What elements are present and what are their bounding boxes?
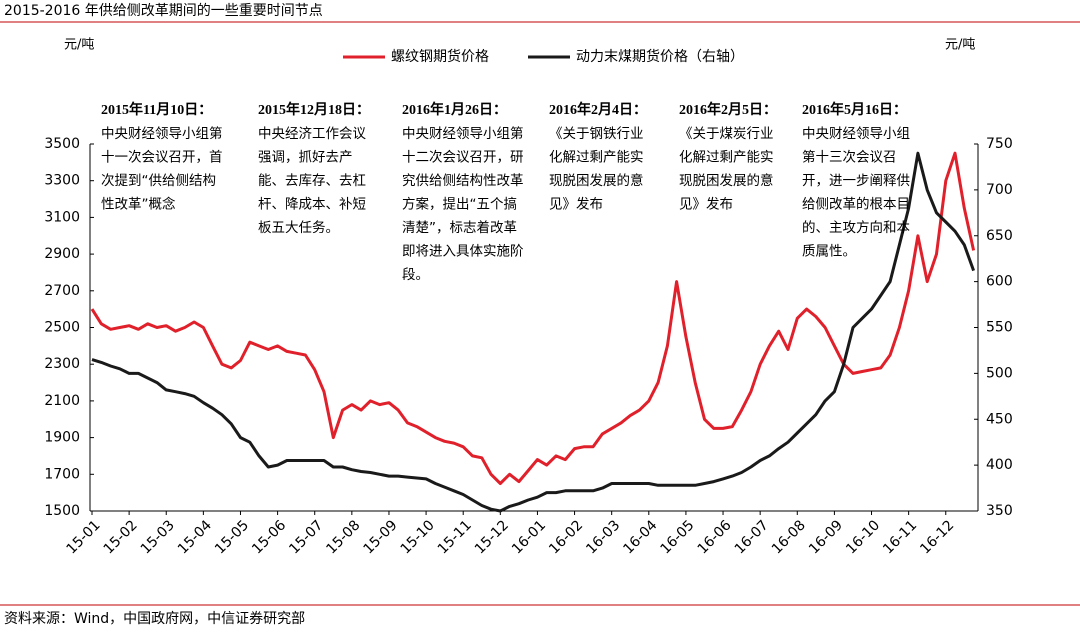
y-tick-label: 3100 — [44, 209, 80, 225]
y2-tick-label: 700 — [986, 182, 1013, 198]
y-tick-label: 1500 — [44, 503, 80, 519]
annotation-text: 方案，提出“五个搞 — [402, 196, 517, 213]
annotation-text: 现脱困发展的意 — [549, 172, 644, 189]
x-tick-label: 15-02 — [101, 517, 141, 557]
y2-tick-label: 600 — [986, 274, 1013, 290]
x-tick-label: 15-08 — [323, 517, 363, 557]
x-tick-label: 16-09 — [806, 517, 846, 557]
annotation-text: 见》发布 — [679, 197, 733, 213]
source: 资料来源：Wind，中国政府网，中信证券研究部 — [4, 611, 305, 627]
annotation-date: 2016年1月26日： — [402, 101, 507, 118]
x-tick-label: 16-01 — [509, 517, 549, 557]
y-tick-label: 2700 — [44, 283, 80, 299]
y2-tick-label: 750 — [986, 136, 1013, 152]
y-tick-label: 1900 — [44, 430, 80, 446]
chart-title: 2015-2016 年供给侧改革期间的一些重要时间节点 — [4, 3, 323, 19]
annotation-text: 化解过剩产能实 — [679, 150, 774, 166]
x-tick-label: 16-02 — [546, 517, 586, 557]
annotation-date: 2015年12月18日： — [258, 101, 370, 118]
annotation-date: 2015年11月10日： — [101, 101, 212, 118]
annotation-text: 板五大任务。 — [258, 220, 339, 236]
annotation-text: 性改革”概念 — [101, 196, 176, 213]
x-tick-label: 16-08 — [769, 517, 809, 557]
annotation-text: 十二次会议召开，研 — [402, 150, 524, 166]
x-tick-label: 16-04 — [620, 517, 660, 557]
annotation-text: 十一次会议召开，首 — [101, 150, 223, 166]
annotation-text: 能、去库存、去杠 — [258, 173, 366, 189]
y-tick-label: 2100 — [44, 393, 80, 409]
annotation-text: 见》发布 — [549, 197, 603, 213]
y2-tick-label: 350 — [986, 503, 1013, 519]
annotation-text: 次提到“供给侧结构 — [101, 173, 216, 189]
annotation-text: 即将进入具体实施阶 — [402, 244, 524, 260]
y2-tick-label: 500 — [986, 365, 1013, 381]
y-tick-label: 3500 — [44, 136, 80, 152]
series-line — [90, 151, 976, 485]
y2-tick-label: 450 — [986, 411, 1013, 427]
y-tick-label: 1700 — [44, 466, 80, 482]
x-tick-label: 16-12 — [917, 517, 957, 557]
x-tick-label: 15-12 — [472, 517, 512, 557]
annotation-text: 化解过剩产能实 — [549, 150, 644, 166]
annotation-text: 究供给侧结构性改革 — [402, 173, 524, 189]
x-tick-label: 15-03 — [138, 517, 178, 557]
y2-tick-label: 650 — [986, 228, 1013, 244]
x-tick-label: 15-10 — [398, 517, 438, 557]
annotation-text: 开，进一步阐释供 — [802, 173, 910, 189]
x-tick-label: 16-03 — [583, 517, 623, 557]
y-tick-label: 3300 — [44, 173, 80, 189]
y-unit: 元/吨 — [64, 38, 94, 53]
y2-tick-label: 550 — [986, 320, 1013, 336]
annotation-text: 中央财经领导小组第 — [101, 125, 223, 142]
annotation-date: 2016年5月16日： — [802, 101, 907, 118]
annotation-text: 中央经济工作会议 — [258, 126, 366, 142]
annotation-text: 的、主攻方向和本 — [802, 220, 910, 236]
x-tick-label: 15-07 — [286, 517, 326, 557]
x-tick-label: 15-09 — [361, 517, 401, 557]
annotation-text: 强调，抓好去产 — [258, 150, 353, 166]
annotation-text: 质属性。 — [802, 244, 856, 260]
y2-tick-label: 400 — [986, 457, 1013, 473]
annotation-text: 《关于煤炭行业 — [679, 126, 774, 142]
y2-unit: 元/吨 — [945, 38, 975, 53]
x-tick-label: 15-11 — [435, 517, 475, 557]
x-tick-label: 15-01 — [64, 517, 104, 557]
y-tick-label: 2900 — [44, 246, 80, 262]
annotation-text: 杆、降成本、补短 — [258, 197, 366, 213]
annotation-text: 给侧改革的根本目 — [802, 197, 910, 213]
x-tick-label: 16-10 — [843, 517, 883, 557]
x-tick-label: 16-07 — [732, 517, 772, 557]
y-tick-label: 2300 — [44, 356, 80, 372]
annotation-text: 现脱困发展的意 — [679, 172, 774, 189]
y-tick-label: 2500 — [44, 320, 80, 336]
x-tick-label: 16-06 — [695, 517, 735, 557]
annotation-date: 2016年2月5日： — [679, 101, 777, 118]
x-tick-label: 15-06 — [249, 517, 289, 557]
x-tick-label: 15-04 — [175, 517, 215, 557]
annotation-date: 2016年2月4日： — [549, 101, 647, 118]
annotation-text: 清楚”，标志着改革 — [402, 219, 517, 236]
x-tick-label: 15-05 — [212, 517, 252, 557]
x-tick-label: 16-11 — [880, 517, 920, 557]
annotation-text: 第十三次会议召 — [802, 149, 897, 166]
annotation-text: 《关于钢铁行业 — [549, 126, 644, 142]
annotation-text: 中央财经领导小组 — [802, 126, 910, 142]
x-tick-label: 16-05 — [657, 517, 697, 557]
annotation-text: 中央财经领导小组第 — [402, 125, 524, 142]
annotation-text: 段。 — [402, 267, 429, 283]
legend-label: 螺纹钢期货价格 — [391, 48, 489, 65]
series-line — [91, 151, 976, 513]
legend-label: 动力末煤期货价格（右轴） — [576, 48, 744, 65]
